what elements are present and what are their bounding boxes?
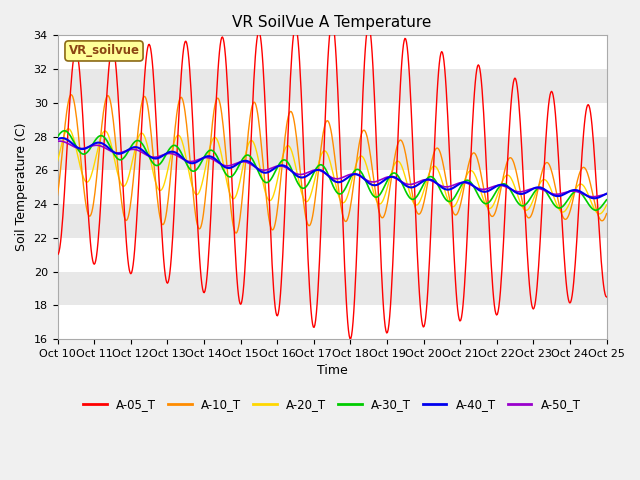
Bar	[58, 272, 607, 305]
X-axis label: Time: Time	[317, 364, 348, 377]
Bar	[58, 305, 607, 339]
Text: VR_soilvue: VR_soilvue	[68, 45, 140, 58]
Bar	[58, 103, 607, 137]
Bar	[58, 170, 607, 204]
Bar	[58, 69, 607, 103]
Y-axis label: Soil Temperature (C): Soil Temperature (C)	[15, 123, 28, 252]
Legend: A-05_T, A-10_T, A-20_T, A-30_T, A-40_T, A-50_T: A-05_T, A-10_T, A-20_T, A-30_T, A-40_T, …	[79, 394, 586, 416]
Bar	[58, 238, 607, 272]
Bar	[58, 36, 607, 69]
Bar	[58, 204, 607, 238]
Bar	[58, 137, 607, 170]
Title: VR SoilVue A Temperature: VR SoilVue A Temperature	[232, 15, 432, 30]
